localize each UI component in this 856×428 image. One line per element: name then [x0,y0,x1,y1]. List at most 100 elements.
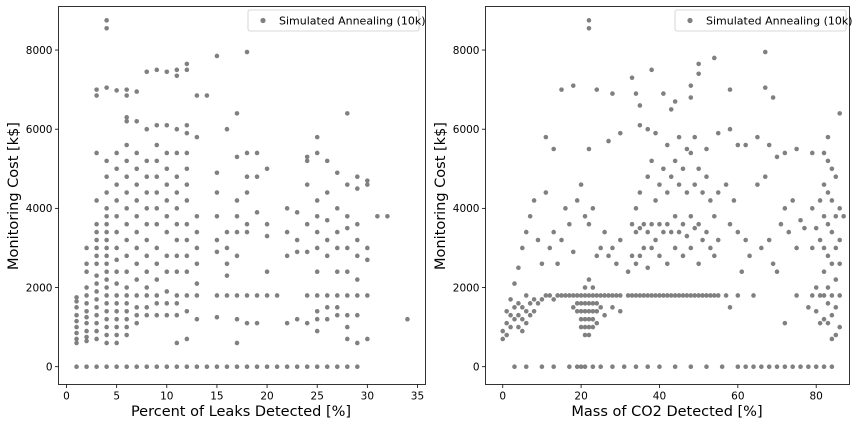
left-data-point [94,289,99,294]
right-data-point [661,229,666,235]
right-data-point [641,245,647,251]
left-data-point [164,166,170,172]
left-data-point [114,182,119,187]
left-data-point [365,245,370,251]
right-data-point [590,324,596,330]
right-data-point [739,269,745,274]
right-data-point [688,83,694,88]
left-data-point [324,253,330,259]
right-data-point [551,229,556,235]
right-data-point [649,158,654,164]
left-legend-label: Simulated Annealing (10k) [279,15,426,28]
right-data-point [821,293,827,298]
right-data-point [621,364,627,369]
right-data-point [684,293,690,298]
right-data-point [629,293,635,298]
left-data-point [124,87,129,92]
left-data-point [234,213,240,219]
right-data-point [633,364,639,369]
left-x-tick-label: 25 [311,391,324,403]
left-data-point [124,364,129,369]
left-data-point [134,277,140,282]
right-data-point [692,293,698,298]
left-data-point [365,293,370,298]
left-data-point [134,213,140,219]
right-data-point [578,182,584,187]
left-data-point [284,229,290,235]
right-data-point [574,308,580,314]
left-data-point [164,301,170,306]
left-data-point [314,213,320,219]
right-data-point [500,336,506,342]
right-data-point [837,237,842,243]
right-data-point [715,130,721,136]
right-data-point [559,237,564,243]
right-data-point [837,206,842,211]
right-data-point [751,293,756,298]
right-data-point [837,261,842,267]
left-data-point [104,308,109,314]
right-data-point [653,293,658,298]
left-data-point [84,308,89,314]
left-data-point [74,305,79,310]
right-data-point [610,364,615,369]
right-data-point [704,364,709,369]
left-data-point [184,293,190,298]
right-data-point [684,146,690,152]
right-data-point [539,297,545,302]
left-data-point [144,237,150,243]
left-data-point [274,364,280,369]
right-data-point [594,293,600,298]
right-data-point [774,269,780,274]
left-data-point [264,269,270,274]
right-data-point [602,229,607,235]
right-data-point [516,265,521,271]
left-data-point [154,312,160,318]
right-data-point [762,174,768,179]
left-data-point [184,150,190,156]
right-data-point [829,293,835,298]
left-data-point [214,170,220,176]
right-x-tick-label: 80 [810,391,823,403]
right-data-point [586,18,592,23]
right-data-point [790,198,795,203]
left-data-point [174,253,180,259]
left-data-point [254,293,260,298]
right-data-point [586,308,592,314]
left-data-point [365,178,370,183]
left-data-point [194,364,200,369]
right-data-point [798,217,803,223]
right-data-point [625,269,631,274]
left-data-point [244,150,250,156]
left-data-point [184,364,190,369]
right-data-point [825,253,831,259]
left-data-point [104,229,109,235]
right-data-point [657,182,662,187]
left-data-point [104,25,109,31]
right-y-tick-label: 8000 [453,45,480,57]
left-data-point [244,221,250,227]
left-data-point [124,324,129,330]
right-data-point [782,206,788,211]
left-data-point [294,316,300,322]
left-data-point [334,206,340,211]
left-x-tick-label: 0 [63,391,70,403]
right-data-point [637,225,643,231]
left-data-point [144,126,150,132]
left-data-point [104,237,109,243]
left-data-point [164,364,170,369]
right-data-point [817,293,823,298]
right-data-point [594,301,600,306]
left-data-point [124,190,129,195]
right-data-point [735,293,741,298]
right-data-point [833,277,839,282]
right-data-point [586,277,592,282]
right-data-point [762,85,768,90]
left-data-point [274,293,280,298]
left-data-point [164,253,170,259]
left-data-point [304,293,310,298]
left-data-point [164,229,170,235]
right-data-point [661,293,666,298]
right-data-point [806,305,811,310]
right-data-point [806,364,811,369]
